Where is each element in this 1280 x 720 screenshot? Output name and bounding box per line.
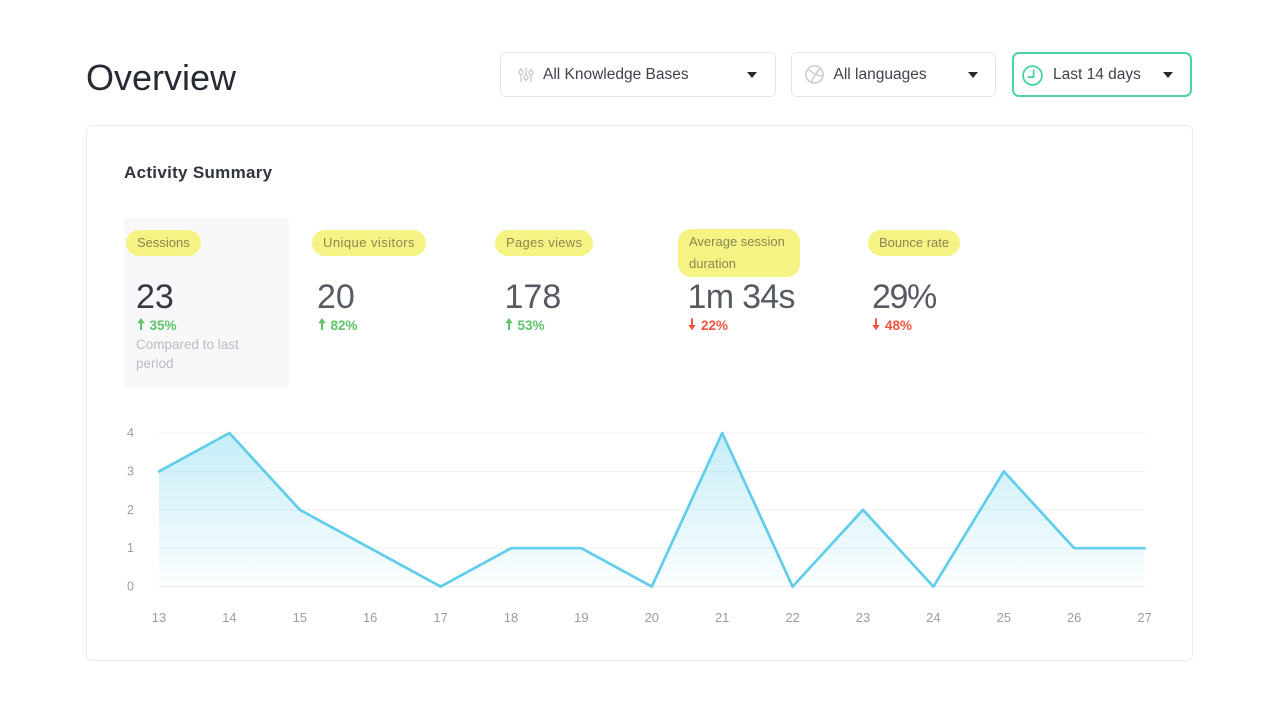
svg-text:17: 17 xyxy=(433,610,447,625)
svg-text:3: 3 xyxy=(127,464,134,478)
svg-text:1: 1 xyxy=(127,541,134,555)
svg-text:0: 0 xyxy=(127,580,134,594)
svg-text:19: 19 xyxy=(574,610,588,625)
svg-text:15: 15 xyxy=(293,610,307,625)
svg-text:20: 20 xyxy=(645,610,659,625)
svg-text:25: 25 xyxy=(997,610,1011,625)
svg-text:22: 22 xyxy=(785,610,799,625)
svg-text:2: 2 xyxy=(127,503,134,517)
svg-text:16: 16 xyxy=(363,610,377,625)
svg-text:26: 26 xyxy=(1067,610,1081,625)
svg-text:4: 4 xyxy=(127,426,134,440)
svg-text:14: 14 xyxy=(222,610,236,625)
svg-text:27: 27 xyxy=(1137,610,1151,625)
svg-text:21: 21 xyxy=(715,610,729,625)
svg-text:18: 18 xyxy=(504,610,518,625)
svg-text:24: 24 xyxy=(926,610,940,625)
svg-text:13: 13 xyxy=(152,610,166,625)
svg-text:23: 23 xyxy=(856,610,870,625)
